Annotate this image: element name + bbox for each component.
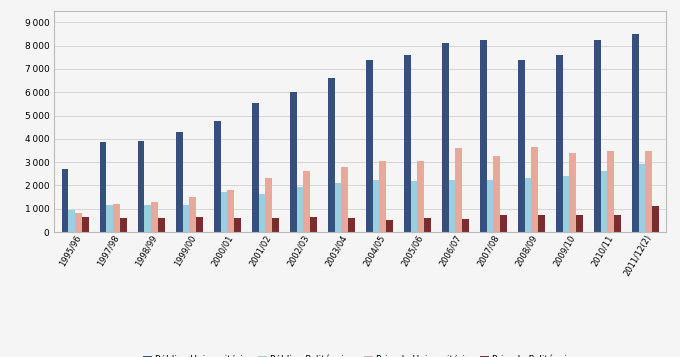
Bar — [494, 156, 500, 232]
Bar — [62, 169, 69, 232]
Bar — [607, 151, 614, 232]
Bar — [500, 215, 507, 232]
Bar — [600, 171, 607, 232]
Bar — [258, 193, 265, 232]
Bar — [328, 78, 335, 232]
Bar — [487, 180, 494, 232]
Bar — [645, 151, 652, 232]
Bar — [517, 60, 524, 232]
Bar — [197, 217, 203, 232]
Bar — [303, 171, 310, 232]
Bar — [456, 148, 462, 232]
Bar — [114, 204, 120, 232]
Bar — [556, 55, 562, 232]
Bar — [418, 161, 424, 232]
Bar — [404, 55, 411, 232]
Bar — [379, 161, 386, 232]
Bar — [152, 202, 158, 232]
Bar — [100, 142, 107, 232]
Bar — [272, 218, 279, 232]
Bar — [265, 178, 272, 232]
Bar — [614, 215, 621, 232]
Bar — [189, 197, 197, 232]
Bar — [449, 180, 456, 232]
Bar — [214, 121, 220, 232]
Bar — [75, 213, 82, 232]
Bar — [373, 180, 379, 232]
Bar — [562, 176, 569, 232]
Bar — [442, 43, 449, 232]
Bar — [341, 167, 348, 232]
Bar — [182, 205, 189, 232]
Bar — [69, 210, 75, 232]
Bar — [220, 192, 227, 232]
Bar — [252, 103, 258, 232]
Bar — [335, 183, 341, 232]
Bar — [652, 206, 659, 232]
Bar — [366, 60, 373, 232]
Bar — [107, 205, 114, 232]
Bar — [296, 187, 303, 232]
Bar — [532, 147, 539, 232]
Bar — [120, 218, 127, 232]
Bar — [144, 205, 152, 232]
Bar — [234, 218, 241, 232]
Bar — [632, 34, 639, 232]
Bar — [290, 92, 296, 232]
Bar — [594, 40, 600, 232]
Bar — [175, 132, 182, 232]
Bar — [639, 165, 645, 232]
Bar — [424, 218, 431, 232]
Bar — [569, 153, 577, 232]
Bar — [411, 181, 418, 232]
Bar — [524, 178, 532, 232]
Bar — [539, 215, 545, 232]
Bar — [158, 218, 165, 232]
Legend: Público Universitário, Público Politécnico, Privado Universitário, Privado Polit: Público Universitário, Público Politécni… — [139, 352, 581, 357]
Bar — [310, 217, 317, 232]
Bar — [227, 190, 234, 232]
Bar — [386, 220, 393, 232]
Bar — [577, 215, 583, 232]
Bar — [348, 218, 355, 232]
Bar — [137, 141, 144, 232]
Bar — [82, 217, 89, 232]
Bar — [480, 40, 487, 232]
Bar — [462, 219, 469, 232]
